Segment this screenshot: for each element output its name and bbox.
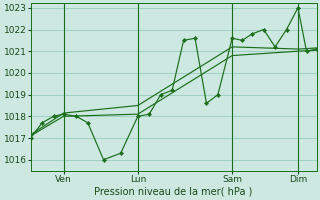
X-axis label: Pression niveau de la mer( hPa ): Pression niveau de la mer( hPa ) bbox=[94, 187, 253, 197]
